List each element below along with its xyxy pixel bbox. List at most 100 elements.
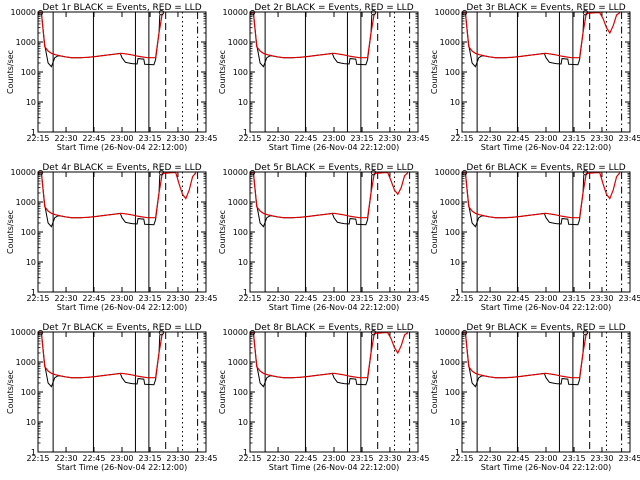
y-tick-label: 10 xyxy=(26,98,36,107)
events-line xyxy=(250,172,373,228)
saturation-marker xyxy=(582,330,589,336)
x-tick-label: 22:45 xyxy=(82,134,105,143)
x-tick-label: 23:00 xyxy=(322,454,345,463)
panel-det-3: Det 3r BLACK = Events, RED = LLD 1 10 100 10… xyxy=(430,3,640,152)
plot-frame xyxy=(37,11,207,133)
lld-line xyxy=(462,332,587,379)
x-tick-label: 23:45 xyxy=(406,454,429,463)
y-tick-label: 10 xyxy=(238,98,248,107)
y-tick-label: 10000 xyxy=(11,328,36,337)
x-tick-label: 22:45 xyxy=(506,134,529,143)
x-tick-label: 23:45 xyxy=(194,134,217,143)
panel-title: Det 2r BLACK = Events, RED = LLD xyxy=(254,3,413,13)
panel-title: Det 1r BLACK = Events, RED = LLD xyxy=(42,3,201,13)
y-axis-label: Counts/sec xyxy=(430,210,439,254)
lld-line xyxy=(462,12,621,59)
x-tick-label: 23:00 xyxy=(322,294,345,303)
lld-line xyxy=(250,172,409,219)
events-line xyxy=(38,12,161,68)
plot-frame xyxy=(37,331,207,453)
x-tick-label: 23:45 xyxy=(406,134,429,143)
y-tick-label: 1 xyxy=(243,288,248,297)
x-tick-label: 22:15 xyxy=(238,454,261,463)
y-tick-label: 100 xyxy=(445,228,460,237)
x-tick-label: 22:30 xyxy=(55,294,78,303)
x-tick-label: 22:15 xyxy=(26,134,49,143)
x-tick-label: 23:30 xyxy=(378,454,401,463)
x-axis-label: Start Time (26-Nov-04 22:12:00) xyxy=(269,143,399,152)
y-tick-label: 10000 xyxy=(11,8,36,17)
y-tick-label: 1 xyxy=(31,128,36,137)
x-axis-label: Start Time (26-Nov-04 22:12:00) xyxy=(269,463,399,472)
panel-det-4: Det 4r BLACK = Events, RED = LLD 1 10 100 10… xyxy=(6,163,218,312)
y-tick-label: 1000 xyxy=(16,358,36,367)
y-tick-label: 1000 xyxy=(440,198,460,207)
y-tick-label: 100 xyxy=(21,228,36,237)
x-tick-label: 22:30 xyxy=(479,134,502,143)
x-tick-label: 22:45 xyxy=(506,294,529,303)
y-tick-label: 1 xyxy=(31,448,36,457)
y-axis-label: Counts/sec xyxy=(6,210,15,254)
x-tick-label: 23:15 xyxy=(351,454,374,463)
panel-det-7: Det 7r BLACK = Events, RED = LLD 1 10 100 10… xyxy=(6,323,218,472)
saturation-marker xyxy=(582,10,589,16)
x-tick-label: 22:45 xyxy=(294,134,317,143)
y-axis-label: Counts/sec xyxy=(430,50,439,94)
y-tick-label: 100 xyxy=(21,388,36,397)
y-tick-label: 1 xyxy=(455,288,460,297)
x-tick-label: 23:00 xyxy=(534,294,557,303)
x-tick-label: 23:00 xyxy=(322,134,345,143)
y-tick-label: 100 xyxy=(445,68,460,77)
y-tick-label: 10 xyxy=(26,258,36,267)
y-tick-label: 100 xyxy=(445,388,460,397)
plot-frame xyxy=(461,11,631,133)
x-tick-label: 22:30 xyxy=(267,134,290,143)
x-tick-label: 22:30 xyxy=(479,454,502,463)
x-tick-label: 23:45 xyxy=(618,294,640,303)
x-tick-label: 22:45 xyxy=(82,454,105,463)
x-tick-label: 23:30 xyxy=(590,134,613,143)
x-tick-label: 23:00 xyxy=(534,454,557,463)
x-tick-label: 23:00 xyxy=(110,134,133,143)
events-line xyxy=(38,332,161,388)
x-tick-label: 22:45 xyxy=(82,294,105,303)
x-tick-label: 23:15 xyxy=(563,134,586,143)
y-tick-label: 10000 xyxy=(223,168,248,177)
lld-line xyxy=(38,12,163,59)
panel-title: Det 5r BLACK = Events, RED = LLD xyxy=(254,163,413,173)
y-axis-label: Counts/sec xyxy=(6,370,15,414)
y-tick-label: 10000 xyxy=(223,8,248,17)
x-tick-label: 23:15 xyxy=(139,454,162,463)
y-axis-label: Counts/sec xyxy=(430,370,439,414)
x-tick-label: 22:30 xyxy=(267,294,290,303)
lld-line xyxy=(462,172,621,219)
x-tick-label: 22:45 xyxy=(506,454,529,463)
x-tick-label: 22:15 xyxy=(450,134,473,143)
x-tick-label: 22:15 xyxy=(450,294,473,303)
x-tick-label: 23:45 xyxy=(406,294,429,303)
lld-line xyxy=(38,172,197,219)
lld-line xyxy=(38,332,163,379)
x-tick-label: 23:15 xyxy=(351,134,374,143)
plot-frame xyxy=(249,171,419,293)
x-axis-label: Start Time (26-Nov-04 22:12:00) xyxy=(481,463,611,472)
x-tick-label: 23:45 xyxy=(194,454,217,463)
x-tick-label: 22:15 xyxy=(26,294,49,303)
y-tick-label: 1000 xyxy=(228,198,248,207)
x-tick-label: 23:15 xyxy=(139,134,162,143)
x-tick-label: 23:45 xyxy=(618,454,640,463)
events-line xyxy=(462,172,585,228)
y-tick-label: 10 xyxy=(26,418,36,427)
x-tick-label: 23:30 xyxy=(590,294,613,303)
panel-title: Det 4r BLACK = Events, RED = LLD xyxy=(42,163,201,173)
x-tick-label: 22:30 xyxy=(55,134,78,143)
saturation-marker xyxy=(582,170,589,176)
x-tick-label: 22:15 xyxy=(450,454,473,463)
panel-title: Det 7r BLACK = Events, RED = LLD xyxy=(42,323,201,333)
x-tick-label: 23:15 xyxy=(563,454,586,463)
x-tick-label: 23:00 xyxy=(110,294,133,303)
y-tick-label: 1000 xyxy=(16,198,36,207)
panel-det-5: Det 5r BLACK = Events, RED = LLD 1 10 100 10… xyxy=(218,163,430,312)
saturation-marker xyxy=(370,10,377,16)
y-tick-label: 10000 xyxy=(435,8,460,17)
